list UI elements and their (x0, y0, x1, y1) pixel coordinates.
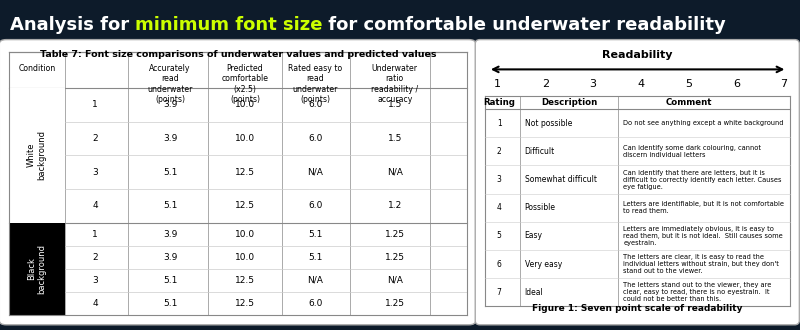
Text: 5.1: 5.1 (308, 230, 322, 239)
Text: 12.5: 12.5 (235, 201, 255, 210)
Text: Can identify some dark colouring, cannot
discern individual letters: Can identify some dark colouring, cannot… (623, 145, 762, 158)
Text: 3: 3 (497, 175, 502, 184)
Text: Do not see anything except a white background: Do not see anything except a white backg… (623, 120, 784, 126)
Text: 1.25: 1.25 (385, 230, 405, 239)
Text: 5.1: 5.1 (163, 201, 178, 210)
Text: The letters stand out to the viewer, they are
clear, easy to read, there is no e: The letters stand out to the viewer, the… (623, 282, 772, 302)
Text: 1: 1 (497, 119, 502, 128)
Text: 6.0: 6.0 (308, 299, 322, 308)
Text: 5.1: 5.1 (308, 253, 322, 262)
Text: N/A: N/A (387, 168, 402, 177)
Text: 6.0: 6.0 (308, 134, 322, 143)
Text: 12.5: 12.5 (235, 299, 255, 308)
Text: Condition: Condition (18, 64, 55, 73)
Text: Black
background: Black background (27, 244, 46, 294)
Text: 1.5: 1.5 (387, 100, 402, 109)
Text: Comment: Comment (666, 98, 712, 107)
Text: 4: 4 (497, 203, 502, 212)
Text: 3.9: 3.9 (163, 253, 178, 262)
Text: N/A: N/A (387, 276, 402, 285)
Text: 1: 1 (494, 79, 501, 88)
Text: 3: 3 (92, 276, 98, 285)
Text: Table 7: Font size comparisons of underwater values and predicted values: Table 7: Font size comparisons of underw… (40, 50, 436, 58)
Text: 7: 7 (781, 79, 788, 88)
Text: N/A: N/A (307, 276, 323, 285)
Text: Figure 1: Seven point scale of readability: Figure 1: Seven point scale of readabili… (532, 305, 743, 314)
Text: Readability: Readability (602, 50, 673, 59)
Text: 1: 1 (92, 230, 98, 239)
Text: 1.5: 1.5 (387, 134, 402, 143)
Text: White
background: White background (27, 130, 46, 180)
Bar (9, 88, 65, 223)
Text: N/A: N/A (307, 168, 323, 177)
FancyBboxPatch shape (475, 40, 799, 325)
Text: 10.0: 10.0 (235, 100, 255, 109)
Text: Possible: Possible (525, 203, 555, 212)
Text: 2: 2 (542, 79, 549, 88)
Text: 3.9: 3.9 (163, 134, 178, 143)
Text: 1.2: 1.2 (388, 201, 402, 210)
Text: 3.9: 3.9 (163, 230, 178, 239)
Text: 6: 6 (733, 79, 740, 88)
Text: 5.1: 5.1 (163, 168, 178, 177)
Text: Description: Description (541, 98, 598, 107)
Text: 4: 4 (638, 79, 644, 88)
Text: minimum font size: minimum font size (135, 16, 322, 34)
Text: Letters are immediately obvious, it is easy to
read them, but it is not ideal.  : Letters are immediately obvious, it is e… (623, 226, 783, 246)
Text: Underwater
ratio
readability /
accuracy: Underwater ratio readability / accuracy (371, 64, 418, 104)
Text: Predicted
comfortable
(x2.5)
(points): Predicted comfortable (x2.5) (points) (222, 64, 269, 104)
Text: Ideal: Ideal (525, 288, 543, 297)
Text: 12.5: 12.5 (235, 168, 255, 177)
Text: 3: 3 (590, 79, 597, 88)
Text: 4: 4 (93, 299, 98, 308)
Text: 5.1: 5.1 (163, 276, 178, 285)
Text: Rated easy to
read
underwater
(points): Rated easy to read underwater (points) (288, 64, 342, 104)
Text: 7: 7 (497, 288, 502, 297)
Text: Difficult: Difficult (525, 147, 555, 156)
Text: The letters are clear, it is easy to read the
individual letters without strain,: The letters are clear, it is easy to rea… (623, 254, 779, 274)
Text: 4: 4 (93, 201, 98, 210)
Text: 3.9: 3.9 (163, 100, 178, 109)
Text: for comfortable underwater readability: for comfortable underwater readability (322, 16, 726, 34)
Text: 6.0: 6.0 (308, 100, 322, 109)
Text: Very easy: Very easy (525, 260, 562, 269)
Text: Letters are identifiable, but it is not comfortable
to read them.: Letters are identifiable, but it is not … (623, 201, 784, 214)
Text: 2: 2 (497, 147, 502, 156)
Text: 12.5: 12.5 (235, 276, 255, 285)
Text: 1: 1 (92, 100, 98, 109)
Text: Not possible: Not possible (525, 119, 572, 128)
FancyBboxPatch shape (0, 40, 476, 325)
Text: 2: 2 (93, 134, 98, 143)
Text: 2: 2 (93, 253, 98, 262)
Text: 3: 3 (92, 168, 98, 177)
Text: Somewhat difficult: Somewhat difficult (525, 175, 597, 184)
Text: Accurately
read
underwater
(points): Accurately read underwater (points) (147, 64, 193, 104)
Text: Can identify that there are letters, but it is
difficult to correctly identify e: Can identify that there are letters, but… (623, 170, 782, 189)
Text: Rating: Rating (483, 98, 515, 107)
Text: 6: 6 (497, 260, 502, 269)
Text: 1.25: 1.25 (385, 299, 405, 308)
Text: 6.0: 6.0 (308, 201, 322, 210)
Text: Analysis for: Analysis for (10, 16, 135, 34)
Bar (9, 223, 65, 315)
Text: 10.0: 10.0 (235, 253, 255, 262)
Text: 10.0: 10.0 (235, 134, 255, 143)
Text: 10.0: 10.0 (235, 230, 255, 239)
Text: 5.1: 5.1 (163, 299, 178, 308)
Text: 5: 5 (497, 231, 502, 241)
Text: 1.25: 1.25 (385, 253, 405, 262)
Text: 5: 5 (685, 79, 692, 88)
Text: Easy: Easy (525, 231, 542, 241)
